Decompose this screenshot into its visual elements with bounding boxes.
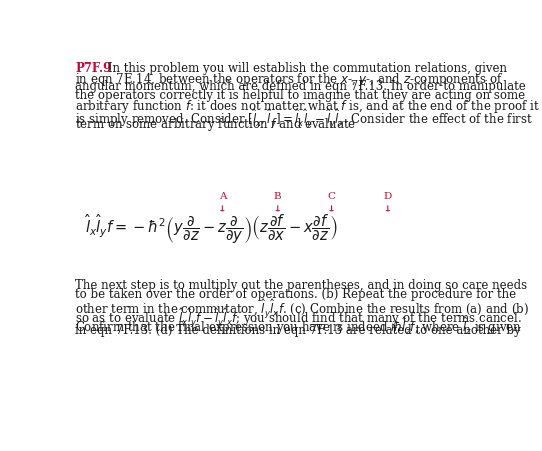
Text: P7F.9: P7F.9 bbox=[75, 62, 112, 75]
Text: C: C bbox=[327, 192, 335, 201]
Text: In this problem you will establish the commutation relations, given: In this problem you will establish the c… bbox=[104, 62, 507, 75]
Text: D: D bbox=[384, 192, 392, 201]
Text: in eqn 7F.13. (d) The definitions in eqn 7F.13 are related to one another by: in eqn 7F.13. (d) The definitions in eqn… bbox=[75, 323, 521, 336]
Text: The next step is to multiply out the parentheses, and in doing so care needs: The next step is to multiply out the par… bbox=[75, 278, 527, 291]
Text: other term in the commutator, $\hat{l}_y\hat{l}_x f$. (c) Combine the results fr: other term in the commutator, $\hat{l}_y… bbox=[75, 296, 529, 319]
Text: to be taken over the order of operations. (b) Repeat the procedure for the: to be taken over the order of operations… bbox=[75, 287, 517, 300]
Text: the operators correctly it is helpful to imagine that they are acting on some: the operators correctly it is helpful to… bbox=[75, 89, 525, 102]
Text: in eqn 7E.14, between the operators for the $x$-, $y$-, and $z$-components of: in eqn 7E.14, between the operators for … bbox=[75, 71, 504, 88]
Text: is simply removed. Consider $[\hat{l}_x,\hat{l}_y]=\hat{l}_x\hat{l}_y-\hat{l}_y\: is simply removed. Consider $[\hat{l}_x,… bbox=[75, 107, 533, 130]
Text: angular momentum, which are defined in eqn 7F.13. In order to manipulate: angular momentum, which are defined in e… bbox=[75, 80, 526, 93]
Text: $\hat{l}_x\hat{l}_y f = -\hbar^2\left(y\dfrac{\partial}{\partial z} - z\dfrac{\p: $\hat{l}_x\hat{l}_y f = -\hbar^2\left(y\… bbox=[85, 212, 337, 245]
Text: arbitrary function $f$: it does not matter what $f$ is, and at the end of the pr: arbitrary function $f$: it does not matt… bbox=[75, 98, 540, 115]
Text: A: A bbox=[218, 192, 226, 201]
Text: Confirm that the final expression you have is indeed $i\hbar\hat{l}_z f$, where : Confirm that the final expression you ha… bbox=[75, 314, 522, 336]
Text: term on some arbitrary function $f$ and evaluate: term on some arbitrary function $f$ and … bbox=[75, 116, 357, 133]
Text: so as to evaluate $\hat{l}_x\hat{l}_y f-\hat{l}_y\hat{l}_x f$; you should find t: so as to evaluate $\hat{l}_x\hat{l}_y f-… bbox=[75, 305, 522, 328]
Text: B: B bbox=[274, 192, 282, 201]
